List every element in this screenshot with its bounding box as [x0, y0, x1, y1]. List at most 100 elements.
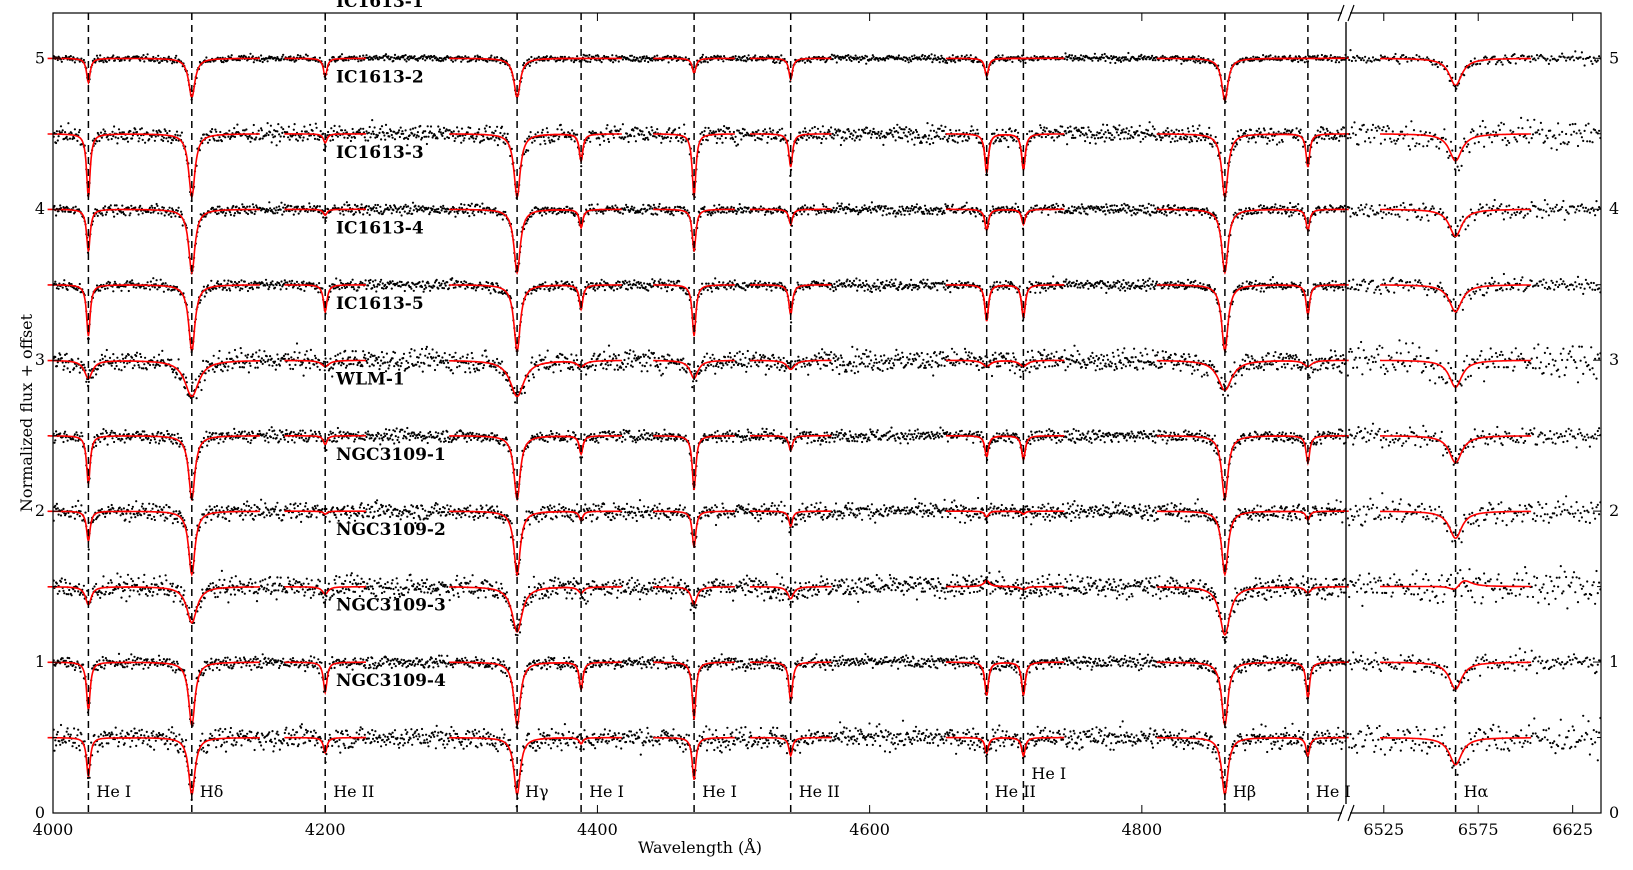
data-point	[1248, 137, 1251, 140]
data-point	[940, 207, 943, 210]
data-point	[1448, 154, 1451, 157]
data-point	[633, 135, 636, 138]
data-point	[180, 131, 183, 134]
data-point	[1367, 137, 1371, 140]
data-point	[804, 130, 807, 133]
data-point	[1414, 145, 1417, 148]
data-point	[645, 126, 648, 129]
data-point	[707, 126, 710, 130]
data-point	[863, 57, 866, 60]
data-point	[1546, 57, 1549, 60]
data-point	[743, 128, 746, 131]
data-point	[1197, 137, 1200, 140]
data-point	[1473, 57, 1476, 60]
data-point	[281, 213, 284, 216]
data-point	[832, 137, 835, 140]
data-point	[559, 123, 562, 126]
data-point	[857, 135, 860, 138]
data-point	[665, 206, 668, 209]
data-point	[1108, 136, 1111, 140]
data-point	[950, 60, 953, 63]
data-point	[1064, 129, 1067, 133]
data-point	[1049, 130, 1052, 133]
data-point	[682, 138, 685, 141]
data-point	[1099, 58, 1102, 61]
data-point	[227, 135, 230, 138]
data-point	[478, 205, 482, 208]
data-point	[1044, 135, 1047, 139]
data-point	[1030, 206, 1033, 209]
data-point	[896, 123, 899, 126]
data-point	[295, 59, 298, 62]
data-point	[1161, 54, 1164, 58]
data-point	[120, 59, 123, 62]
data-point	[1116, 128, 1119, 131]
data-point	[1365, 130, 1368, 134]
data-point	[1150, 56, 1153, 59]
data-point	[429, 130, 432, 133]
data-point	[844, 212, 847, 215]
data-point	[1358, 56, 1361, 60]
data-point	[529, 131, 532, 134]
data-point	[275, 144, 278, 147]
data-point	[643, 55, 646, 58]
data-point	[573, 214, 576, 217]
data-point	[303, 125, 306, 128]
data-point	[1277, 130, 1280, 133]
data-point	[222, 61, 225, 64]
data-point	[937, 135, 941, 138]
data-point	[226, 59, 229, 62]
data-point	[755, 130, 758, 134]
data-point	[1231, 137, 1234, 140]
data-point	[1144, 135, 1147, 138]
data-point	[1182, 55, 1185, 59]
data-point	[66, 138, 69, 141]
data-point	[910, 60, 913, 63]
data-point	[1066, 58, 1069, 61]
data-point	[374, 57, 377, 60]
data-point	[1446, 65, 1449, 68]
data-point	[1159, 139, 1163, 142]
data-point	[1395, 139, 1398, 142]
data-point	[1580, 51, 1583, 54]
data-point	[868, 131, 871, 134]
data-point	[1104, 213, 1107, 216]
data-point	[1366, 59, 1369, 62]
data-point	[781, 127, 784, 130]
data-point	[714, 135, 717, 138]
data-point	[389, 206, 392, 209]
data-point	[387, 55, 390, 58]
data-point	[1406, 60, 1409, 63]
data-point	[847, 128, 850, 131]
data-point	[1456, 165, 1459, 168]
data-point	[1485, 56, 1488, 59]
data-point	[647, 138, 650, 141]
data-point	[77, 208, 81, 211]
data-point	[557, 138, 560, 141]
data-point	[394, 207, 397, 210]
data-point	[956, 55, 959, 58]
data-point	[208, 138, 211, 142]
data-point	[441, 134, 444, 137]
data-point	[656, 128, 659, 131]
data-point	[638, 211, 642, 214]
data-point	[715, 141, 718, 145]
data-point	[56, 139, 59, 142]
data-point	[876, 132, 879, 135]
data-point	[720, 134, 723, 138]
data-point	[362, 213, 365, 216]
data-point	[851, 137, 854, 140]
data-point	[947, 137, 950, 140]
data-point	[642, 203, 645, 206]
data-point	[606, 124, 609, 127]
data-point	[969, 212, 972, 215]
data-point	[1330, 59, 1333, 63]
data-point	[1035, 204, 1038, 207]
data-point	[217, 139, 220, 142]
data-point	[674, 206, 677, 209]
data-point	[97, 133, 100, 136]
data-point	[452, 130, 455, 133]
data-point	[229, 211, 232, 214]
data-point	[906, 58, 910, 61]
data-point	[390, 133, 393, 137]
